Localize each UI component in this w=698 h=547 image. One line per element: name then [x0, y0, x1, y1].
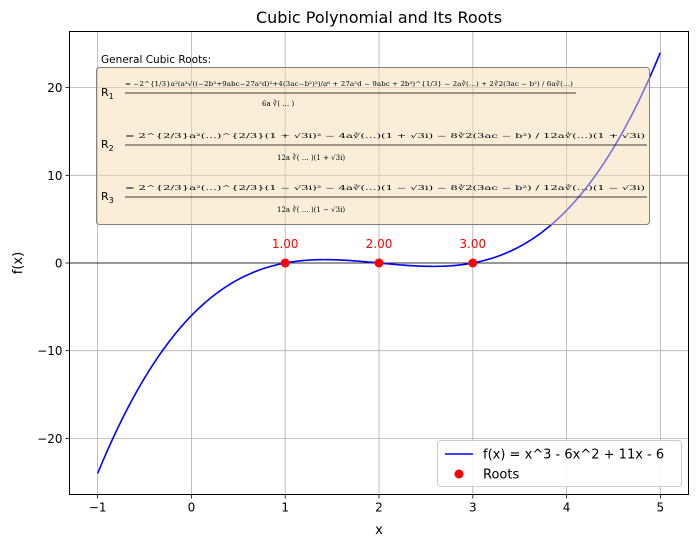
- root-value-label: 3.00: [459, 237, 486, 251]
- legend-dot-marker: [455, 470, 464, 479]
- y-tick-label: −10: [37, 344, 62, 358]
- y-axis-label: f(x): [11, 252, 26, 274]
- x-tick-label: 0: [188, 501, 196, 515]
- formula-denominator: 6a ∛( … ): [262, 99, 294, 108]
- legend-label-roots: Roots: [483, 468, 519, 483]
- legend-label-curve: f(x) = x^3 - 6x^2 + 11x - 6: [483, 448, 664, 463]
- root-value-label: 1.00: [272, 237, 299, 251]
- annotation-heading: General Cubic Roots:: [101, 54, 211, 66]
- chart-title: Cubic Polynomial and Its Roots: [256, 8, 502, 27]
- x-axis-label: x: [375, 523, 383, 538]
- root-formula-text: = 2^{2/3}a²(…)^{2/3}(1 − √3i)² − 4a∛(…)(…: [125, 184, 645, 192]
- root-formula-text: = 2^{2/3}a²(…)^{2/3}(1 + √3i)² − 4a∛(…)(…: [125, 132, 645, 140]
- root-formula-text: = −2^{1/3}a²(a³√((−2b³+9abc−27a²d)²+4(3a…: [125, 80, 573, 88]
- y-tick-label: −20: [37, 432, 62, 446]
- legend: f(x) = x^3 - 6x^2 + 11x - 6 Roots: [438, 441, 682, 487]
- x-tick-label: 5: [657, 501, 665, 515]
- y-tick-label: 10: [47, 169, 62, 183]
- x-tick-label: 2: [375, 501, 383, 515]
- annotation-background: [97, 68, 650, 225]
- x-tick-label: 4: [563, 501, 571, 515]
- y-tick-label: 0: [55, 257, 63, 271]
- cubic-roots-annotation: General Cubic Roots: R1 = −2^{1/3}a²(a³√…: [97, 54, 650, 225]
- x-tick-label: −1: [89, 501, 107, 515]
- formula-denominator: 12a ∛( … )(1 + √3i): [277, 153, 345, 162]
- root-value-label: 2.00: [366, 237, 393, 251]
- root-point: [375, 259, 384, 268]
- formula-denominator: 12a ∛( … )(1 − √3i): [277, 205, 345, 214]
- x-tick-label: 3: [469, 501, 477, 515]
- root-point: [468, 259, 477, 268]
- x-tick-label: 1: [281, 501, 289, 515]
- y-tick-label: 20: [47, 81, 62, 95]
- root-point: [281, 259, 290, 268]
